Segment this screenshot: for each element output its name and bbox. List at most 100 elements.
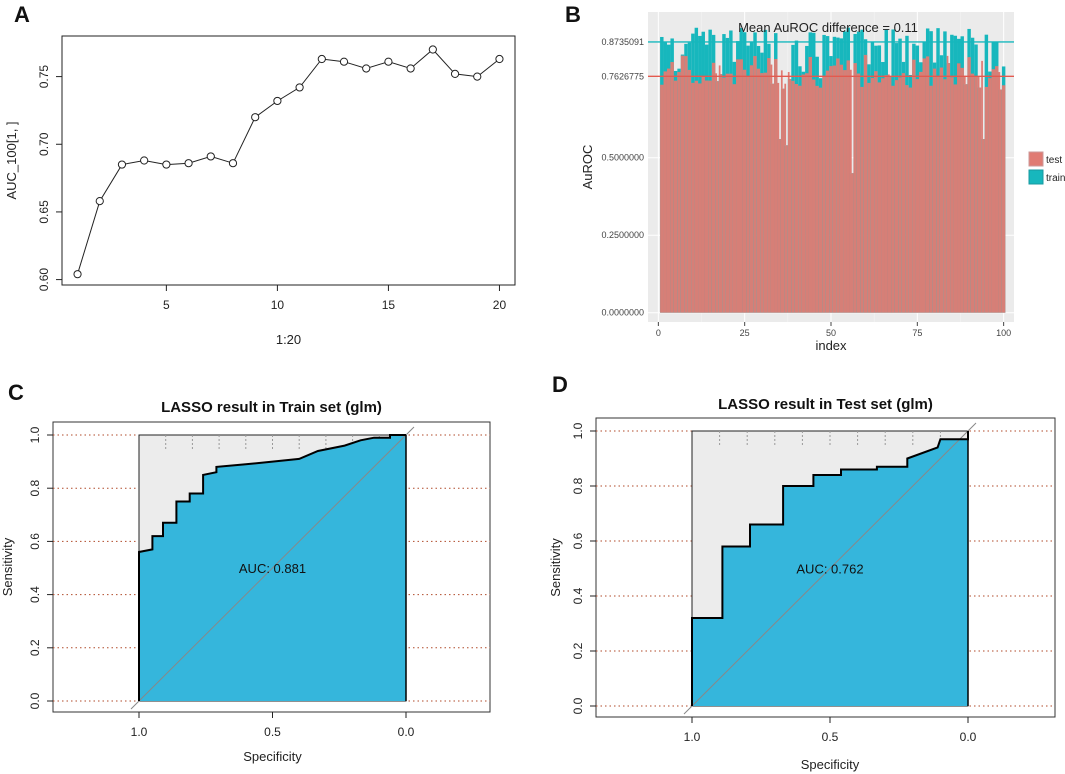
data-point-a [206, 152, 215, 161]
data-point-a [228, 159, 238, 168]
bar-test-b [1001, 85, 1006, 313]
bar-test-b [670, 62, 674, 313]
bar-test-b [960, 67, 964, 313]
roc-curve-c [138, 434, 406, 701]
bar-test-b [957, 63, 961, 313]
bar-test-b [673, 80, 678, 313]
chart-d-roc-test: 0.0 0.2 0.4 0.6 0.8 1.0 1.0 0.5 0.0 LASSO result … [548, 396, 1056, 772]
bar-test-over-b [715, 73, 718, 82]
x-tick-label-b: 100 [996, 328, 1011, 338]
bar-test-b [984, 86, 989, 313]
chart-b-auroc-bars: 0.0000000 0.2500000 0.5000000 0.7626775 0.87… [580, 12, 1065, 353]
bar-test-b [718, 74, 723, 313]
data-point-a [73, 270, 82, 279]
y-tick-label-b: 0.2500000 [601, 230, 644, 240]
y-tick-label-c: 0.8 [28, 480, 42, 497]
bar-test-b [839, 64, 844, 313]
y-tick-label-b: 0.8735091 [601, 37, 644, 47]
data-point-a [140, 156, 149, 165]
legend-swatch-train [1028, 169, 1044, 185]
bar-test-b [946, 63, 951, 313]
bar-test-b [829, 66, 833, 313]
bar-test-b [919, 71, 923, 313]
bar-test-b [963, 84, 968, 313]
bar-test-b [732, 84, 737, 313]
bar-test-b [894, 80, 899, 313]
bar-test-b [777, 139, 781, 313]
bar-test-b [704, 80, 709, 313]
bar-test-b [901, 73, 906, 313]
bar-test-b [822, 75, 826, 313]
bar-test-b [798, 85, 802, 313]
x-tick-label-b: 75 [912, 328, 922, 338]
panel-label-d: D [552, 372, 568, 397]
data-point-a [162, 160, 171, 169]
bar-test-b [991, 69, 996, 313]
bar-test-b [939, 67, 944, 313]
bar-test-b [891, 85, 895, 313]
bar-test-over-b [718, 65, 721, 75]
x-axis-label-d: Specificity [801, 757, 860, 772]
bar-test-b [988, 78, 992, 313]
bar-test-b [760, 73, 764, 313]
bar-test-over-b [946, 55, 949, 64]
bar-test-b [922, 58, 926, 313]
data-point-a [362, 64, 371, 73]
x-tick-label-b: 0 [656, 328, 661, 338]
data-point-a [384, 57, 393, 66]
bar-test-b [698, 83, 702, 313]
x-tick-label-a: 20 [493, 298, 507, 312]
legend-swatch-test [1028, 151, 1044, 167]
data-point-a [117, 160, 127, 169]
auc-label-c: AUC: 0.881 [239, 561, 306, 576]
x-tick-label-a: 15 [382, 298, 396, 312]
x-tick-label-b: 50 [826, 328, 836, 338]
y-tick-label-b: 0.5000000 [601, 153, 644, 163]
bar-test-b [791, 80, 795, 313]
auc-label-d: AUC: 0.762 [796, 562, 863, 577]
data-point-a [317, 54, 326, 64]
roc-curve-d [691, 431, 969, 706]
bar-test-b [722, 77, 726, 313]
bar-test-b [770, 83, 775, 313]
plot-frame-a [61, 35, 516, 286]
data-point-a [406, 64, 415, 73]
bar-test-b [684, 56, 688, 313]
bar-test-b [970, 73, 975, 313]
bar-test-over-b [784, 83, 787, 146]
y-axis-label-b: AuROC [580, 145, 595, 190]
y-tick-label-d: 0.4 [571, 587, 585, 604]
bar-test-b [812, 79, 816, 313]
y-tick-label-c: 0.4 [28, 586, 42, 603]
panel-label-b: B [565, 2, 581, 27]
x-tick-label-c: 0.0 [398, 725, 415, 739]
bar-test-b [825, 70, 830, 313]
bar-test-b [787, 79, 792, 313]
bar-test-b [977, 87, 982, 313]
bar-test-over-b [787, 72, 790, 80]
bar-test-over-b [981, 60, 983, 140]
bar-test-b [998, 89, 1002, 313]
bar-test-b [836, 58, 840, 313]
y-tick-label-c: 0.6 [28, 533, 42, 550]
data-point-a [273, 96, 282, 106]
bar-test-b [905, 85, 909, 313]
bar-test-b [677, 72, 681, 313]
y-tick-label-c: 0.0 [28, 692, 42, 709]
data-point-a [428, 45, 437, 54]
diagonal-d [683, 422, 977, 715]
bar-test-b [874, 71, 878, 313]
bar-test-b [774, 59, 778, 313]
bar-test-b [739, 59, 743, 313]
x-tick-label-d: 0.5 [822, 730, 839, 744]
y-tick-label-a: 0.65 [37, 200, 51, 224]
bar-test-b [711, 62, 716, 313]
bar-test-b [929, 85, 933, 313]
bar-test-b [815, 85, 819, 313]
bar-test-b [801, 74, 806, 313]
data-point-a [450, 69, 460, 78]
y-tick-label-a: 0.70 [37, 132, 51, 156]
bar-test-b [967, 57, 971, 313]
bar-test-b [981, 139, 985, 313]
bar-test-b [932, 68, 937, 313]
